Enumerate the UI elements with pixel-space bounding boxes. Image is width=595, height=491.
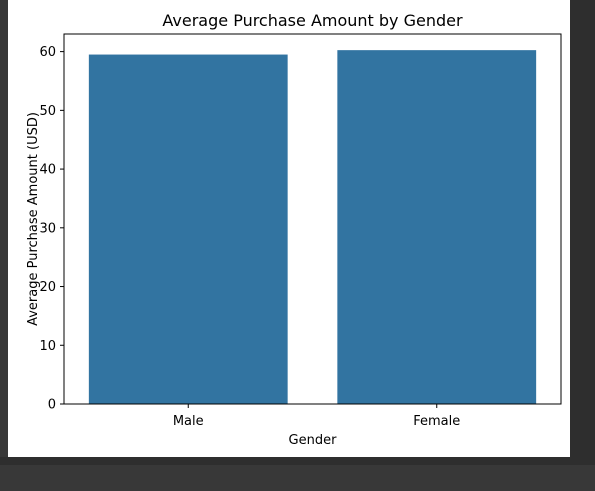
bar-female [337, 50, 537, 405]
plot-frame [63, 33, 562, 405]
y-tick-label: 60 [39, 45, 56, 60]
y-axis-label: Average Purchase Amount (USD) [26, 112, 41, 326]
y-tick-label: 50 [39, 104, 56, 119]
y-ticks: 0 10 20 30 40 50 60 [39, 45, 64, 413]
y-tick-label: 0 [48, 398, 56, 413]
bars-layer [88, 50, 537, 405]
x-tick-label: Female [413, 414, 460, 429]
bar-male [88, 54, 288, 405]
window-right-edge [570, 0, 595, 465]
bar-chart: Average Purchase Amount by Gender Averag… [26, 11, 562, 448]
chart-title: Average Purchase Amount by Gender [162, 11, 463, 30]
y-tick-label: 20 [39, 280, 56, 295]
window-bottom-edge [0, 457, 570, 465]
footer-band [0, 465, 595, 491]
x-axis-label: Gender [289, 433, 338, 448]
y-tick-label: 30 [39, 221, 56, 236]
y-tick-label: 10 [39, 339, 56, 354]
y-tick-label: 40 [39, 163, 56, 178]
chart-figure: Average Purchase Amount by Gender Averag… [8, 0, 570, 457]
x-tick-label: Male [173, 414, 204, 429]
x-ticks: Male Female [173, 404, 460, 429]
